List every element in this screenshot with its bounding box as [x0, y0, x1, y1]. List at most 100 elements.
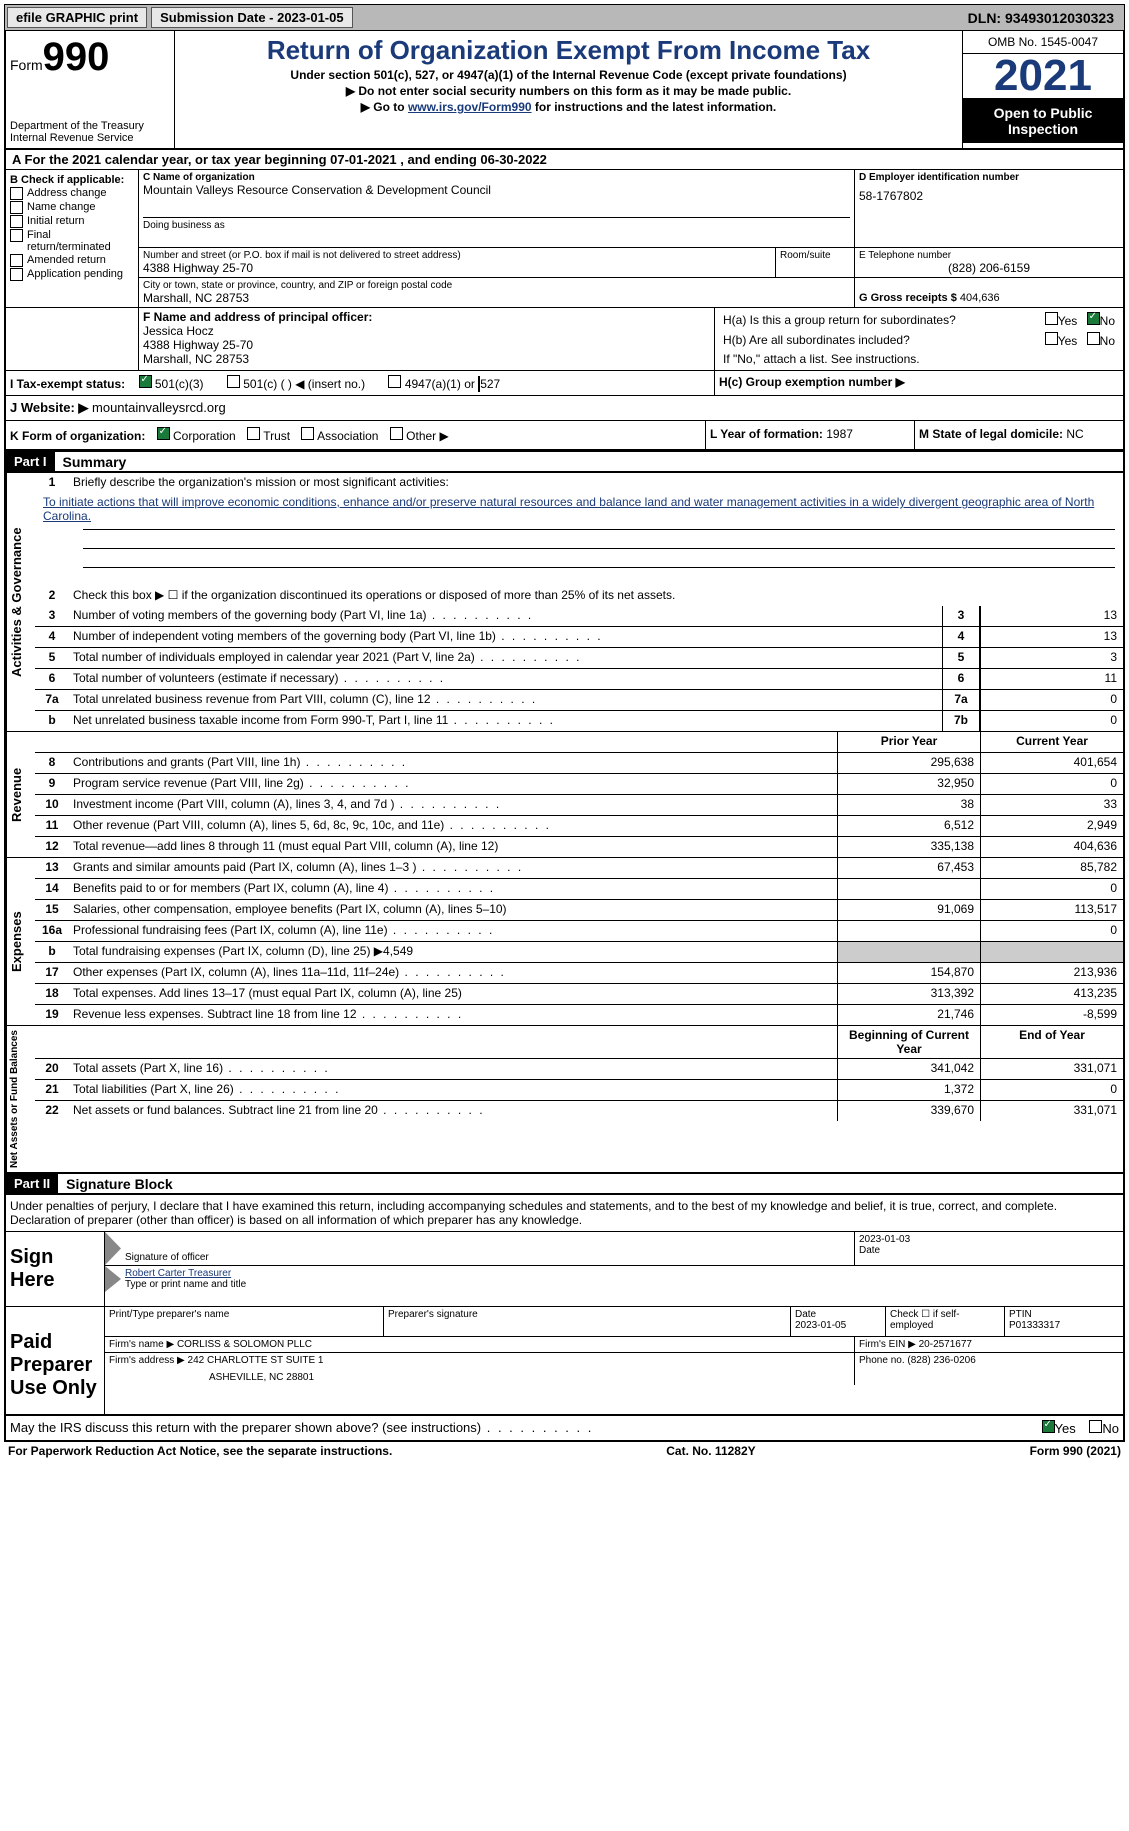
line9-current: 0	[980, 774, 1123, 794]
address-change-checkbox[interactable]	[10, 187, 23, 200]
line22-current: 331,071	[980, 1101, 1123, 1121]
line2-text: Check this box ▶ ☐ if the organization d…	[69, 586, 1123, 606]
line18-current: 413,235	[980, 984, 1123, 1004]
line4-val: 13	[980, 627, 1123, 647]
discuss-no-checkbox[interactable]	[1089, 1420, 1102, 1433]
line7a-desc: Total unrelated business revenue from Pa…	[69, 690, 942, 710]
phone-value: (828) 206-6159	[859, 261, 1119, 275]
sub3-post: for instructions and the latest informat…	[532, 100, 777, 114]
final-return-checkbox[interactable]	[10, 229, 23, 242]
hb-note: If "No," attach a list. See instructions…	[719, 350, 1119, 368]
hb-no-checkbox[interactable]	[1087, 332, 1100, 345]
line16b-desc: Total fundraising expenses (Part IX, col…	[69, 942, 837, 962]
line7b-desc: Net unrelated business taxable income fr…	[69, 711, 942, 731]
line15-desc: Salaries, other compensation, employee b…	[69, 900, 837, 920]
ha-no-checkbox[interactable]	[1087, 312, 1100, 325]
name-change-checkbox[interactable]	[10, 201, 23, 214]
form-word: Form	[10, 57, 43, 73]
association-label: Association	[317, 429, 378, 443]
begin-year-header: Beginning of Current Year	[837, 1026, 980, 1058]
penalty-text: Under penalties of perjury, I declare th…	[6, 1195, 1123, 1232]
line11-prior: 6,512	[837, 816, 980, 836]
line12-prior: 335,138	[837, 837, 980, 857]
line9-desc: Program service revenue (Part VIII, line…	[69, 774, 837, 794]
line20-current: 331,071	[980, 1059, 1123, 1079]
other-label: Other ▶	[406, 429, 449, 443]
line11-current: 2,949	[980, 816, 1123, 836]
line6-desc: Total number of volunteers (estimate if …	[69, 669, 942, 689]
line12-current: 404,636	[980, 837, 1123, 857]
corporation-label: Corporation	[173, 429, 236, 443]
trust-label: Trust	[263, 429, 290, 443]
line6-val: 11	[980, 669, 1123, 689]
line17-prior: 154,870	[837, 963, 980, 983]
part2-header: Part II	[6, 1174, 58, 1193]
corporation-checkbox[interactable]	[157, 427, 170, 440]
line3-val: 13	[980, 606, 1123, 626]
submission-date-button[interactable]: Submission Date - 2023-01-05	[151, 7, 353, 28]
ein-value: 58-1767802	[859, 189, 1119, 203]
501c-checkbox[interactable]	[227, 375, 240, 388]
check-b-label: B Check if applicable:	[10, 174, 134, 186]
state-domicile-label: M State of legal domicile:	[919, 427, 1066, 441]
officer-name: Jessica Hocz	[143, 324, 710, 338]
efile-button[interactable]: efile GRAPHIC print	[7, 7, 147, 28]
ein-label: D Employer identification number	[859, 172, 1119, 183]
website-label: J Website: ▶	[10, 400, 88, 415]
sig-date-value: 2023-01-03	[859, 1234, 1119, 1245]
part1-row: Part I Summary	[4, 451, 1125, 473]
line19-current: -8,599	[980, 1005, 1123, 1025]
line10-prior: 38	[837, 795, 980, 815]
footer-mid: Cat. No. 11282Y	[666, 1444, 755, 1458]
line17-desc: Other expenses (Part IX, column (A), lin…	[69, 963, 837, 983]
application-pending-label: Application pending	[27, 268, 123, 280]
line13-prior: 67,453	[837, 858, 980, 878]
website-value: mountainvalleysrcd.org	[92, 400, 226, 415]
line8-desc: Contributions and grants (Part VIII, lin…	[69, 753, 837, 773]
street-label: Number and street (or P.O. box if mail i…	[143, 250, 771, 261]
association-checkbox[interactable]	[301, 427, 314, 440]
dln-label: DLN: 93493012030323	[968, 10, 1122, 26]
ha-yes-label: Yes	[1058, 314, 1078, 328]
prep-sig-label: Preparer's signature	[388, 1309, 786, 1320]
year-formation-label: L Year of formation:	[710, 427, 826, 441]
officer-addr1: 4388 Highway 25-70	[143, 338, 710, 352]
application-pending-checkbox[interactable]	[10, 268, 23, 281]
irs-link[interactable]: www.irs.gov/Form990	[408, 100, 532, 114]
line21-prior: 1,372	[837, 1080, 980, 1100]
line14-current: 0	[980, 879, 1123, 899]
line11-desc: Other revenue (Part VIII, column (A), li…	[69, 816, 837, 836]
gross-receipts-value: 404,636	[960, 292, 1000, 304]
501c3-label: 501(c)(3)	[155, 377, 204, 391]
trust-checkbox[interactable]	[247, 427, 260, 440]
4947-checkbox[interactable]	[388, 375, 401, 388]
sig-name-value: Robert Carter Treasurer	[125, 1268, 1119, 1279]
subtitle-2: ▶ Do not enter social security numbers o…	[179, 84, 958, 98]
tax-status-label: I Tax-exempt status:	[10, 377, 125, 391]
line21-current: 0	[980, 1080, 1123, 1100]
ha-label: H(a) Is this a group return for subordin…	[719, 310, 1021, 330]
discuss-yes-checkbox[interactable]	[1042, 1420, 1055, 1433]
form-num-big: 990	[43, 35, 110, 79]
line7b-val: 0	[980, 711, 1123, 731]
hb-no-label: No	[1100, 334, 1115, 348]
hb-label: H(b) Are all subordinates included?	[719, 330, 1021, 350]
period-row: A For the 2021 calendar year, or tax yea…	[4, 150, 1125, 170]
dept-label: Department of the Treasury Internal Reve…	[10, 120, 170, 144]
mission-text: To initiate actions that will improve ec…	[35, 493, 1123, 525]
line18-prior: 313,392	[837, 984, 980, 1004]
initial-return-checkbox[interactable]	[10, 215, 23, 228]
other-checkbox[interactable]	[390, 427, 403, 440]
form-org-label: K Form of organization:	[10, 429, 145, 443]
501c3-checkbox[interactable]	[139, 375, 152, 388]
discuss-no-label: No	[1102, 1421, 1119, 1436]
ha-yes-checkbox[interactable]	[1045, 312, 1058, 325]
period-text: A For the 2021 calendar year, or tax yea…	[6, 150, 553, 169]
ha-no-label: No	[1100, 314, 1115, 328]
hb-yes-checkbox[interactable]	[1045, 332, 1058, 345]
line5-desc: Total number of individuals employed in …	[69, 648, 942, 668]
line5-val: 3	[980, 648, 1123, 668]
line22-desc: Net assets or fund balances. Subtract li…	[69, 1101, 837, 1121]
amended-return-checkbox[interactable]	[10, 254, 23, 267]
line14-prior	[837, 879, 980, 899]
